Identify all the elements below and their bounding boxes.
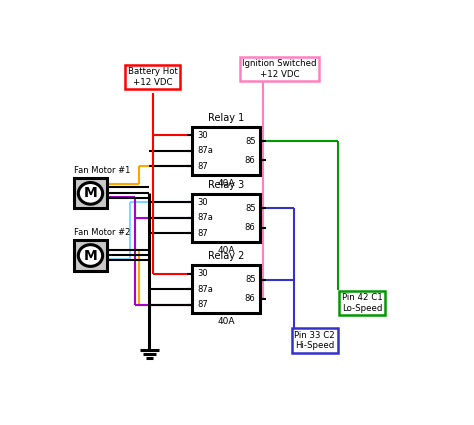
Text: 40A: 40A: [218, 179, 235, 188]
Text: 40A: 40A: [218, 317, 235, 326]
Circle shape: [78, 245, 103, 266]
Text: M: M: [83, 186, 97, 200]
Text: 87: 87: [197, 229, 208, 238]
Text: 87a: 87a: [197, 213, 213, 222]
Text: 30: 30: [197, 198, 208, 207]
Text: Relay 3: Relay 3: [208, 180, 245, 190]
FancyBboxPatch shape: [73, 178, 108, 208]
Text: Ignition Switched
+12 VDC: Ignition Switched +12 VDC: [242, 60, 317, 79]
Text: 85: 85: [245, 136, 255, 146]
FancyBboxPatch shape: [73, 241, 108, 271]
Text: Relay 2: Relay 2: [208, 251, 245, 261]
Text: 87a: 87a: [197, 146, 213, 155]
Text: 85: 85: [245, 204, 255, 212]
Text: 87: 87: [197, 162, 208, 171]
Text: 86: 86: [245, 295, 255, 303]
Text: 87: 87: [197, 300, 208, 309]
Text: 86: 86: [245, 223, 255, 232]
FancyBboxPatch shape: [192, 194, 260, 242]
Text: 87a: 87a: [197, 285, 213, 294]
Text: 30: 30: [197, 269, 208, 278]
Text: Pin 42 C1
Lo-Speed: Pin 42 C1 Lo-Speed: [342, 293, 383, 313]
Text: Battery Hot
+12 VDC: Battery Hot +12 VDC: [128, 68, 178, 87]
Text: Pin 33 C2
Hi-Speed: Pin 33 C2 Hi-Speed: [294, 331, 335, 350]
Circle shape: [78, 182, 103, 204]
Text: 86: 86: [245, 156, 255, 165]
Text: M: M: [83, 249, 97, 263]
Text: 40A: 40A: [218, 246, 235, 255]
Text: Relay 1: Relay 1: [208, 113, 245, 123]
Text: Fan Motor #2: Fan Motor #2: [73, 228, 130, 237]
Text: Fan Motor #1: Fan Motor #1: [73, 166, 130, 175]
Text: 85: 85: [245, 275, 255, 284]
FancyBboxPatch shape: [192, 127, 260, 175]
FancyBboxPatch shape: [192, 265, 260, 314]
Text: 30: 30: [197, 131, 208, 140]
